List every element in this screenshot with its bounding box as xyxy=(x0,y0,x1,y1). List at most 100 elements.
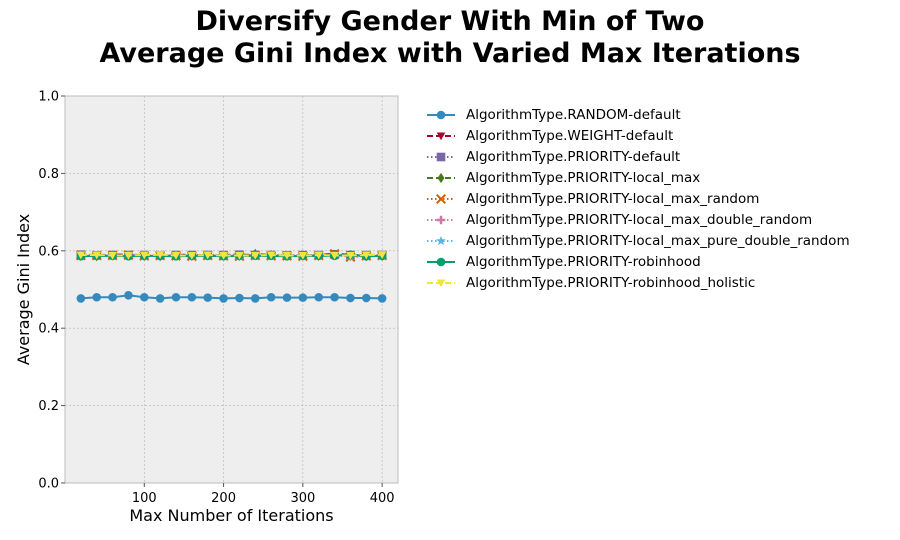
data-point xyxy=(235,252,244,260)
legend-label: AlgorithmType.PRIORITY-robinhood xyxy=(466,254,701,271)
data-point xyxy=(266,251,276,260)
legend-item: AlgorithmType.WEIGHT-default xyxy=(426,125,850,146)
legend-swatch xyxy=(427,257,455,267)
legend-marker xyxy=(436,235,446,246)
legend-swatch xyxy=(427,193,455,204)
legend-label: AlgorithmType.PRIORITY-local_max xyxy=(466,169,701,186)
legend-item: AlgorithmType.PRIORITY-local_max_pure_do… xyxy=(426,231,850,252)
x-tick-label: 100 xyxy=(132,491,157,506)
legend-marker xyxy=(436,132,446,140)
legend-swatch xyxy=(427,172,455,183)
legend-label: AlgorithmType.PRIORITY-robinhood_holisti… xyxy=(466,275,756,292)
data-point xyxy=(314,292,324,302)
legend-label: AlgorithmType.PRIORITY-local_max_random xyxy=(466,190,760,207)
chart-title: Diversify Gender With Min of Two Average… xyxy=(0,6,900,70)
data-point xyxy=(250,252,260,260)
y-axis-label: Average Gini Index xyxy=(14,214,33,365)
legend-item: AlgorithmType.RANDOM-default xyxy=(426,104,850,125)
data-point xyxy=(235,293,244,303)
data-point xyxy=(76,251,86,260)
y-tick-label: 1.0 xyxy=(38,90,59,105)
data-point xyxy=(377,294,387,303)
legend-item: AlgorithmType.PRIORITY-default xyxy=(426,146,850,167)
data-point xyxy=(282,293,292,302)
chart-title-line1: Diversify Gender With Min of Two xyxy=(195,6,705,37)
x-tick-label: 200 xyxy=(211,491,236,506)
legend-marker xyxy=(435,193,447,204)
axis-ticks: 0.0 0.2 0.4 0.6 0.8 1.0 100 200 300 400 xyxy=(38,90,394,507)
legend-marker xyxy=(436,215,446,225)
data-point xyxy=(298,293,308,302)
legend-marker xyxy=(436,257,446,267)
data-point xyxy=(155,294,165,303)
data-point xyxy=(76,294,86,303)
legend-swatch xyxy=(427,235,455,246)
data-point xyxy=(203,293,213,302)
legend-marker xyxy=(436,279,446,288)
grid-lines xyxy=(65,96,398,483)
legend-item: AlgorithmType.PRIORITY-local_max_double_… xyxy=(426,209,850,230)
plot-area xyxy=(64,95,399,484)
y-tick-label: 0.6 xyxy=(38,244,59,259)
data-point xyxy=(139,292,149,302)
legend-item: AlgorithmType.PRIORITY-local_max xyxy=(426,167,850,188)
x-axis-label: Max Number of Iterations xyxy=(129,506,333,525)
series-layer xyxy=(75,248,388,303)
chart-title-line2: Average Gini Index with Varied Max Itera… xyxy=(99,38,801,69)
legend-label: AlgorithmType.PRIORITY-local_max_pure_do… xyxy=(466,233,850,250)
y-tick-label: 0.4 xyxy=(38,322,59,337)
data-point xyxy=(171,252,181,260)
legend-label: AlgorithmType.PRIORITY-default xyxy=(466,148,681,165)
data-point xyxy=(219,252,228,260)
data-point xyxy=(377,251,387,259)
data-point xyxy=(108,292,117,302)
y-tick-label: 0.8 xyxy=(38,167,59,182)
legend-swatch xyxy=(427,152,455,162)
y-tick-label: 0.0 xyxy=(38,477,59,492)
data-point xyxy=(108,252,117,260)
legend-label: AlgorithmType.WEIGHT-default xyxy=(466,127,674,144)
data-point xyxy=(282,252,292,260)
x-tick-label: 300 xyxy=(290,491,315,506)
data-point xyxy=(250,294,260,303)
data-point xyxy=(171,292,181,302)
data-point xyxy=(330,252,339,260)
data-point xyxy=(203,251,213,260)
data-point xyxy=(346,293,355,303)
legend-item: AlgorithmType.PRIORITY-robinhood xyxy=(426,252,850,273)
data-point xyxy=(139,251,149,260)
series-8 xyxy=(76,251,387,260)
x-tick-label: 400 xyxy=(370,491,395,506)
data-point xyxy=(92,251,102,260)
data-point xyxy=(346,252,355,260)
legend-item: AlgorithmType.PRIORITY-local_max_random xyxy=(426,188,850,209)
data-point xyxy=(361,251,371,260)
data-point xyxy=(187,292,197,302)
legend-label: AlgorithmType.PRIORITY-local_max_double_… xyxy=(466,212,813,229)
legend-swatch xyxy=(427,132,455,140)
legend-swatch xyxy=(427,215,455,225)
legend-marker xyxy=(437,172,445,183)
data-point xyxy=(330,292,339,302)
legend-swatch xyxy=(427,279,455,288)
legend-item: AlgorithmType.PRIORITY-robinhood_holisti… xyxy=(426,273,850,294)
legend-marker xyxy=(436,152,446,162)
legend-swatch xyxy=(427,110,455,119)
series-line xyxy=(80,253,383,257)
data-point xyxy=(219,294,228,303)
data-point xyxy=(155,251,165,259)
data-point xyxy=(266,292,276,302)
data-point xyxy=(124,252,133,260)
data-point xyxy=(92,292,102,302)
legend-label: AlgorithmType.RANDOM-default xyxy=(466,106,681,123)
data-point xyxy=(314,251,324,260)
data-point xyxy=(298,252,308,260)
series-0 xyxy=(76,291,387,303)
data-point xyxy=(361,293,371,303)
legend: AlgorithmType.RANDOM-default AlgorithmTyp… xyxy=(426,104,850,294)
data-point xyxy=(187,252,197,260)
legend-marker xyxy=(436,110,446,119)
data-point xyxy=(124,291,133,300)
y-tick-label: 0.2 xyxy=(38,399,59,414)
